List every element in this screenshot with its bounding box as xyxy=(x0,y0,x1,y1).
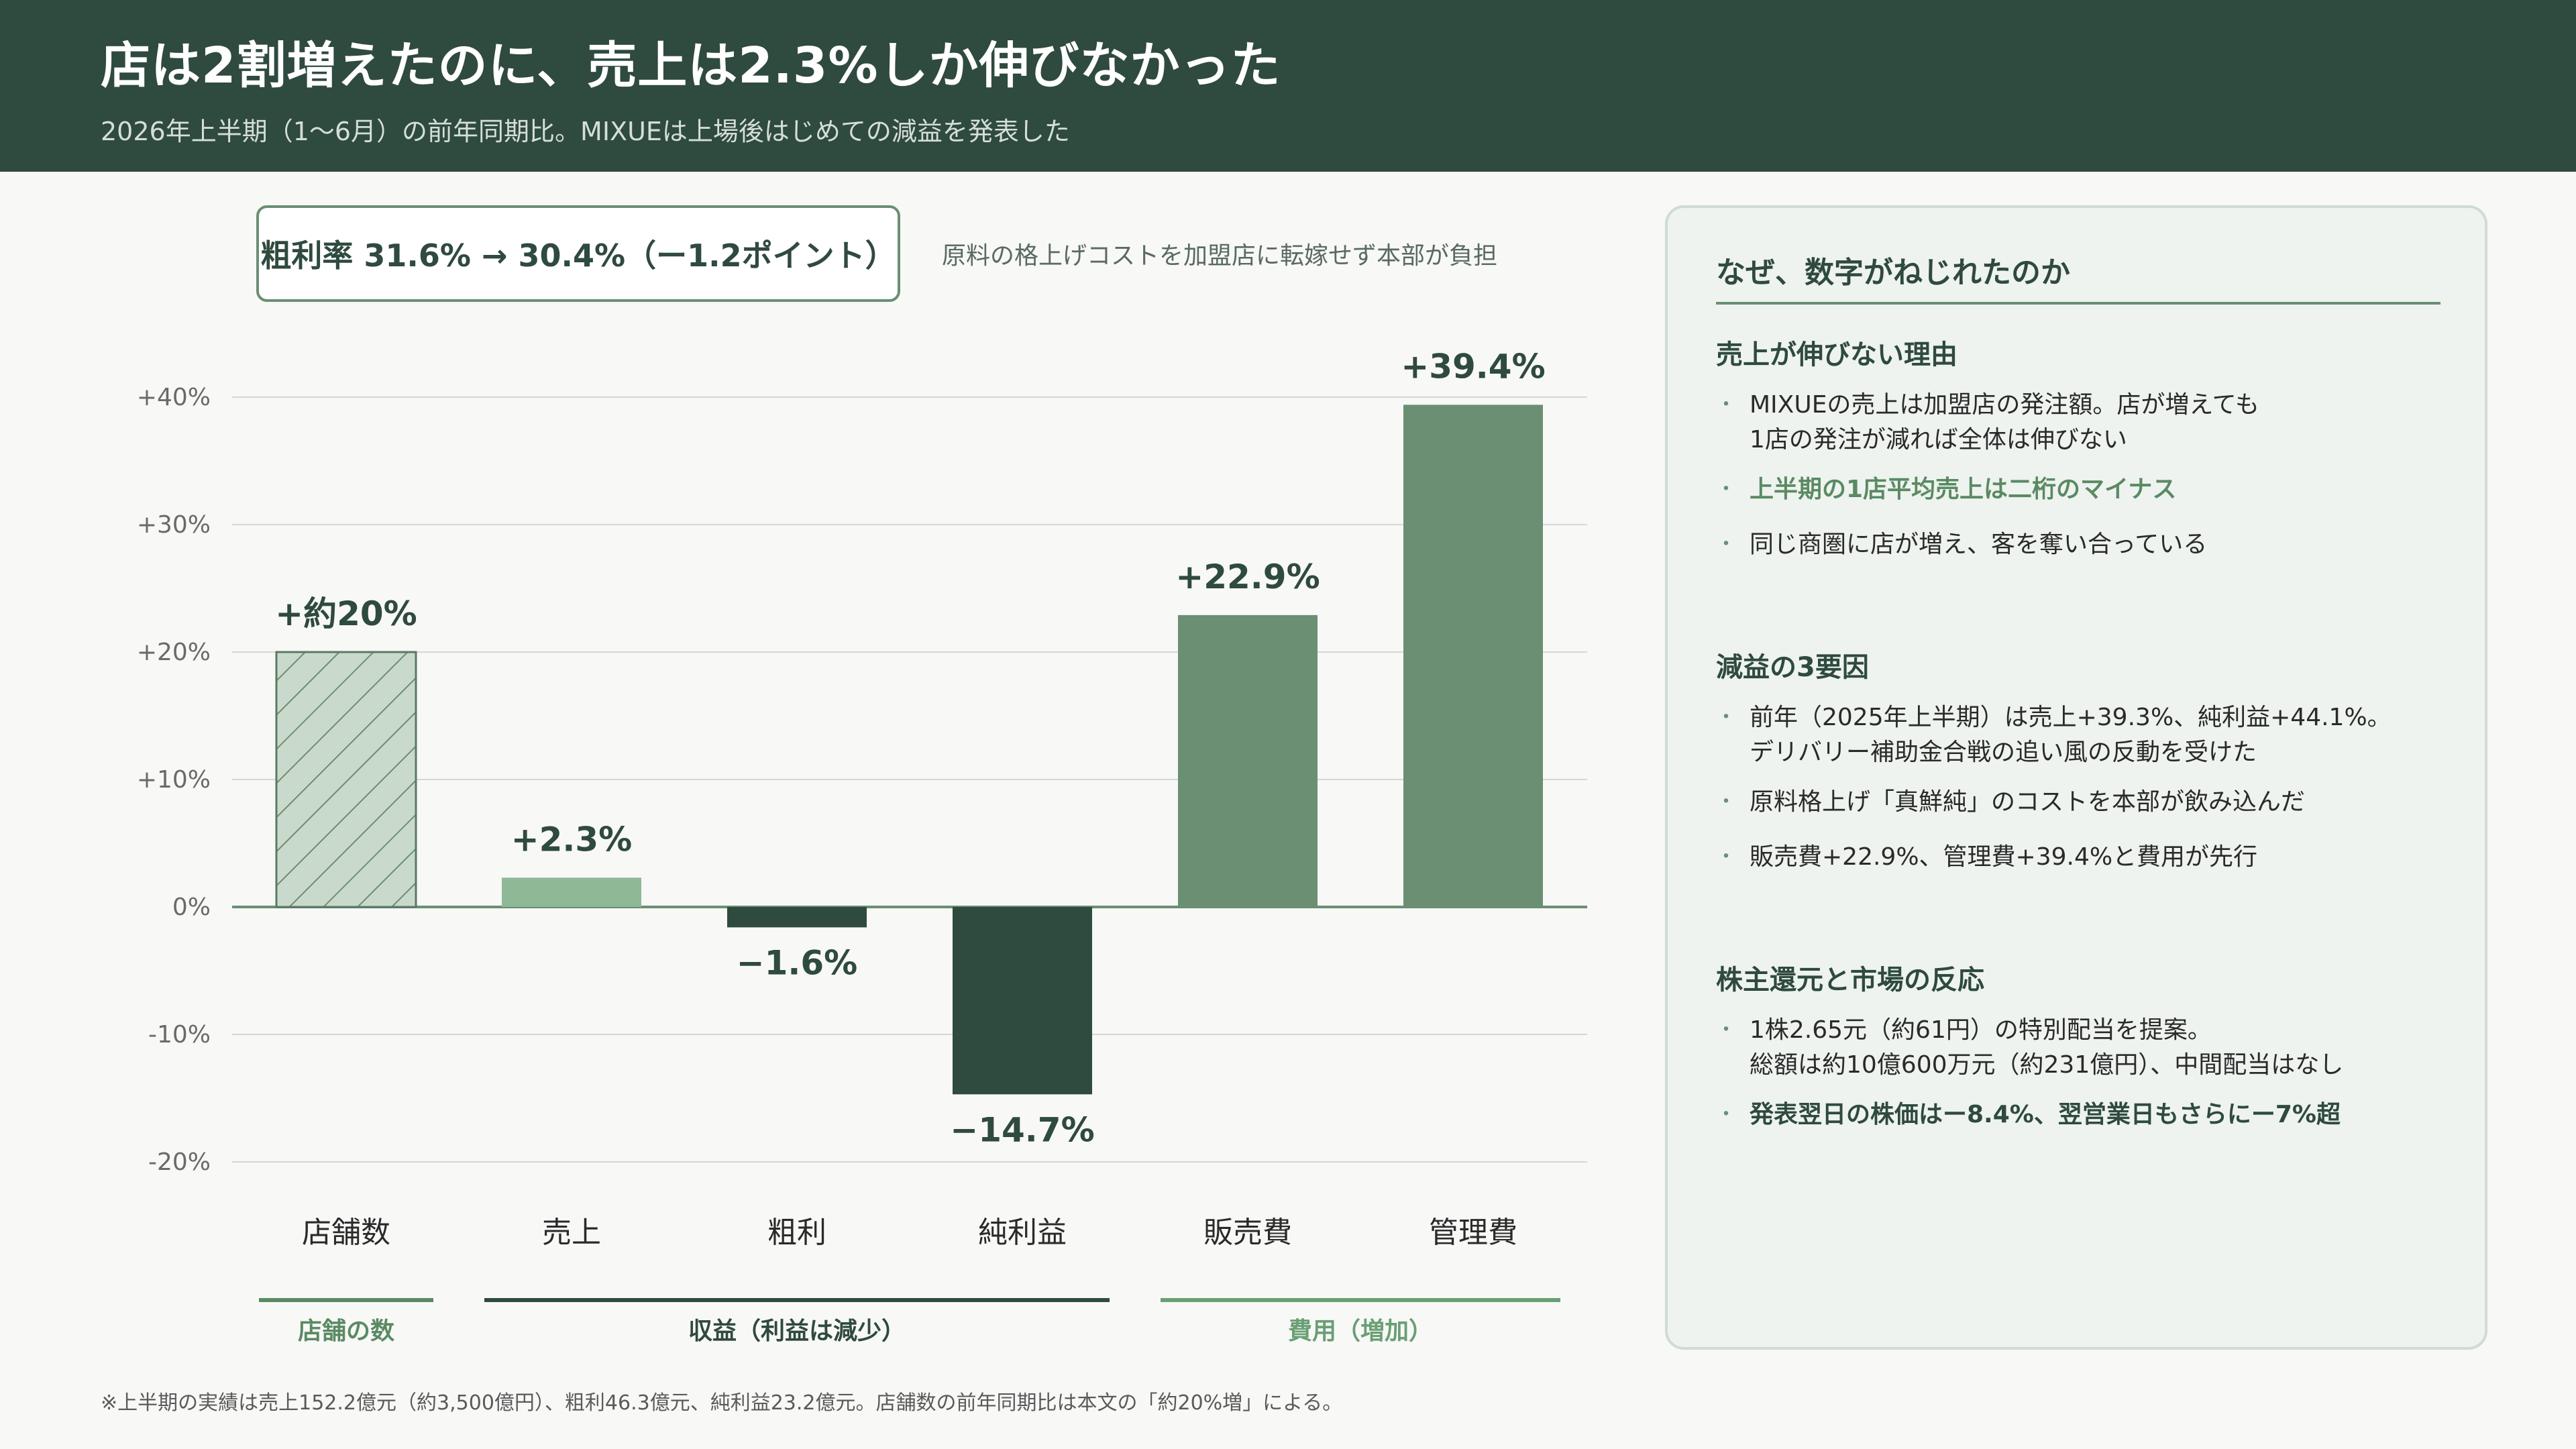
bullet-dot-icon: ・ xyxy=(1716,533,1736,556)
panel-section-title: 減益の3要因 xyxy=(1716,652,1869,683)
panel-divider xyxy=(1716,302,2440,305)
page-title: 店は2割増えたのに、売上は2.3%しか伸びなかった xyxy=(101,37,1281,95)
category-label: 店舗数 xyxy=(302,1216,390,1250)
bar-3 xyxy=(953,907,1092,1095)
panel-bullet: ・原料格上げ「真鮮純」のコストを本部が飲み込んだ xyxy=(1716,785,2454,820)
panel-bullet: ・販売費+22.9%、管理費+39.4%と費用が先行 xyxy=(1716,840,2454,875)
yoy-bar-chart: +40% +30% +20% +10% 0% -10% -20% +約20% 店舗数 +2.3% 売… xyxy=(137,347,1587,1345)
y-tick-label: +10% xyxy=(137,766,211,794)
y-tick-label: -10% xyxy=(148,1021,211,1049)
panel-bullet: ・前年（2025年上半期）は売上+39.3%、純利益+44.1%。 デリバリー補… xyxy=(1716,700,2454,770)
bullet-dot-icon: ・ xyxy=(1716,845,1736,869)
y-tick-label: -20% xyxy=(148,1148,211,1176)
bar-4 xyxy=(1178,614,1318,907)
bullet-dot-icon: ・ xyxy=(1716,393,1736,417)
y-tick-label: +40% xyxy=(137,384,211,411)
panel-bullet: ・ 1株2.65元（約61円）の特別配当を提案。 総額は約10億600万元（約23… xyxy=(1716,1013,2454,1083)
panel-title: なぜ、数字がねじれたのか xyxy=(1716,256,2070,290)
y-tick-label: +30% xyxy=(137,511,211,539)
bullet-text: 上半期の1店平均売上は二桁のマイナス xyxy=(1750,476,2177,503)
bar-value-label: −1.6% xyxy=(737,943,858,982)
category-label: 管理費 xyxy=(1429,1216,1517,1250)
panel-bullet: ・同じ商圏に店が増え、客を奪い合っている xyxy=(1716,527,2454,562)
panel-section-title: 株主還元と市場の反応 xyxy=(1716,965,1984,996)
bar-0 xyxy=(275,651,417,908)
bar-value-label: +22.9% xyxy=(1175,557,1320,596)
page-subtitle: 2026年上半期（1〜6月）の前年同期比。MIXUEは上場後はじめての減益を発表… xyxy=(101,117,1070,146)
y-tick-label: 0% xyxy=(172,894,211,921)
bar-2 xyxy=(727,907,867,928)
bullet-dot-icon: ・ xyxy=(1716,1103,1736,1126)
bullet-text: 前年（2025年上半期）は売上+39.3%、純利益+44.1%。 デリバリー補助… xyxy=(1750,704,2392,766)
bullet-text: 原料格上げ「真鮮純」のコストを本部が飲み込んだ xyxy=(1750,788,2306,816)
header-bar: 店は2割増えたのに、売上は2.3%しか伸びなかった 2026年上半期（1〜6月）… xyxy=(0,0,2576,172)
bar-5 xyxy=(1403,405,1543,907)
group-label: 費用（増加） xyxy=(1288,1318,1433,1345)
panel-bullet: ・発表翌日の株価はー8.4%、翌営業日もさらにー7%超 xyxy=(1716,1097,2454,1132)
category-label: 粗利 xyxy=(767,1216,826,1250)
bullet-text: 発表翌日の株価はー8.4%、翌営業日もさらにー7%超 xyxy=(1750,1101,2341,1128)
bullet-dot-icon: ・ xyxy=(1716,790,1736,814)
category-label: 純利益 xyxy=(978,1216,1067,1250)
bullet-text: 同じ商圏に店が増え、客を奪い合っている xyxy=(1750,531,2208,558)
panel-section-title: 売上が伸びない理由 xyxy=(1716,339,1957,370)
bar-value-label: +39.4% xyxy=(1401,347,1545,386)
chart-labels: +40% +30% +20% +10% 0% -10% -20% +約20% 店舗数 +2.3% 売… xyxy=(137,347,1560,1345)
group-label: 収益（利益は減少） xyxy=(688,1318,906,1345)
panel-bullet: ・ MIXUEの売上は加盟店の発注額。店が増えても 1店の発注が減れば全体は伸びな… xyxy=(1716,388,2454,458)
category-label: 売上 xyxy=(542,1216,601,1250)
bullet-text: MIXUEの売上は加盟店の発注額。店が増えても 1店の発注が減れば全体は伸びない xyxy=(1750,391,2259,453)
chart-bars xyxy=(275,405,1543,1095)
bullet-dot-icon: ・ xyxy=(1716,1018,1736,1042)
chart-gridlines xyxy=(232,396,1587,1163)
bar-value-label: −14.7% xyxy=(950,1110,1094,1149)
bullet-dot-icon: ・ xyxy=(1716,478,1736,501)
bar-value-label: +2.3% xyxy=(511,820,633,859)
bullet-dot-icon: ・ xyxy=(1716,706,1736,729)
gross-margin-callout: 粗利率 31.6% → 30.4%（ー1.2ポイント） xyxy=(256,205,900,302)
y-tick-label: +20% xyxy=(137,639,211,666)
bullet-text: 1株2.65元（約61円）の特別配当を提案。 総額は約10億600万元（約231… xyxy=(1750,1016,2344,1079)
category-label: 販売費 xyxy=(1203,1216,1292,1250)
bar-1 xyxy=(502,877,641,907)
bar-value-label: +約20% xyxy=(275,594,417,633)
panel-bullet: ・上半期の1店平均売上は二桁のマイナス xyxy=(1716,472,2454,507)
explanation-panel: なぜ、数字がねじれたのか 売上が伸びない理由・ MIXUEの売上は加盟店の発注額。… xyxy=(1665,205,2487,1350)
gross-margin-note: 原料の格上げコストを加盟店に転嫁せず本部が負担 xyxy=(942,242,1498,270)
footnote: ※上半期の実績は売上152.2億元（約3,500億円）、粗利46.3億元、純利益… xyxy=(101,1391,1343,1415)
bullet-text: 販売費+22.9%、管理費+39.4%と費用が先行 xyxy=(1750,843,2258,871)
group-label: 店舗の数 xyxy=(298,1318,394,1345)
